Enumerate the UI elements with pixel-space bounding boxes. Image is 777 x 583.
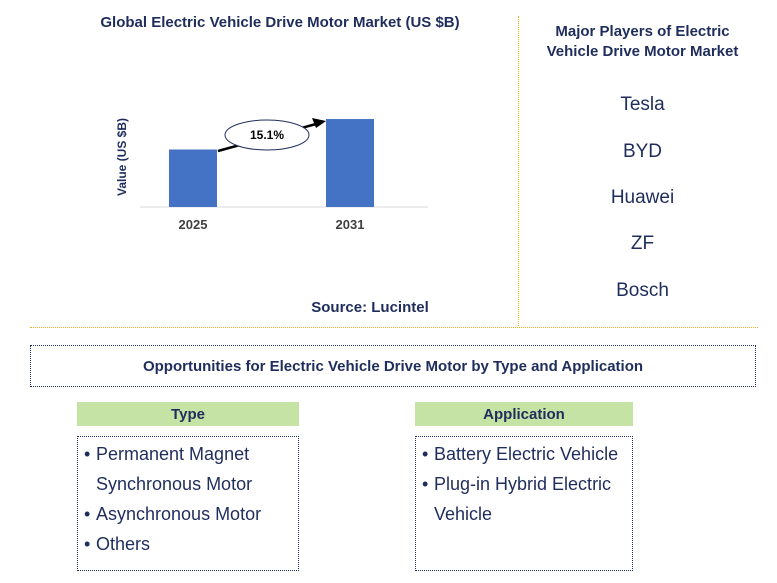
type-item: Permanent Magnet Synchronous Motor [84, 439, 292, 499]
player-item: BYD [622, 141, 663, 162]
horizontal-divider [30, 327, 758, 328]
x-tick-label: 2025 [179, 217, 208, 232]
application-item: Battery Electric Vehicle [422, 439, 626, 469]
opportunities-title-text: Opportunities for Electric Vehicle Drive… [142, 357, 644, 375]
y-axis-label: Value (US $B) [115, 118, 129, 196]
opportunities-title: Opportunities for Electric Vehicle Drive… [30, 345, 756, 387]
growth-arrow-head [312, 118, 326, 128]
bar-2025 [169, 149, 217, 207]
source-label: Source: Lucintel [311, 299, 429, 316]
players-title: Major Players of Electric Vehicle Drive … [546, 23, 739, 60]
bar-2031 [326, 119, 374, 207]
type-heading: Type [77, 402, 299, 426]
cagr-label: 15.1% [250, 128, 284, 142]
type-item: Asynchronous Motor [84, 499, 292, 529]
player-item: Huawei [610, 187, 675, 208]
type-item: Others [84, 529, 292, 559]
application-heading: Application [415, 402, 633, 426]
type-list: Permanent Magnet Synchronous Motor Async… [77, 436, 299, 571]
player-item: Tesla [620, 94, 665, 115]
bar-chart: Value (US $B) 2025 2031 15.1% [115, 118, 428, 232]
application-heading-text: Application [483, 405, 565, 423]
type-heading-text: Type [171, 405, 205, 423]
vertical-divider [518, 16, 519, 326]
player-item: ZF [630, 233, 655, 254]
application-item: Plug-in Hybrid Electric Vehicle [422, 469, 626, 529]
cagr-ellipse [224, 119, 310, 151]
chart-title: Global Electric Vehicle Drive Motor Mark… [100, 14, 460, 31]
application-list: Battery Electric Vehicle Plug-in Hybrid … [415, 436, 633, 571]
player-item: Bosch [616, 280, 669, 301]
x-tick-label: 2031 [336, 217, 365, 232]
